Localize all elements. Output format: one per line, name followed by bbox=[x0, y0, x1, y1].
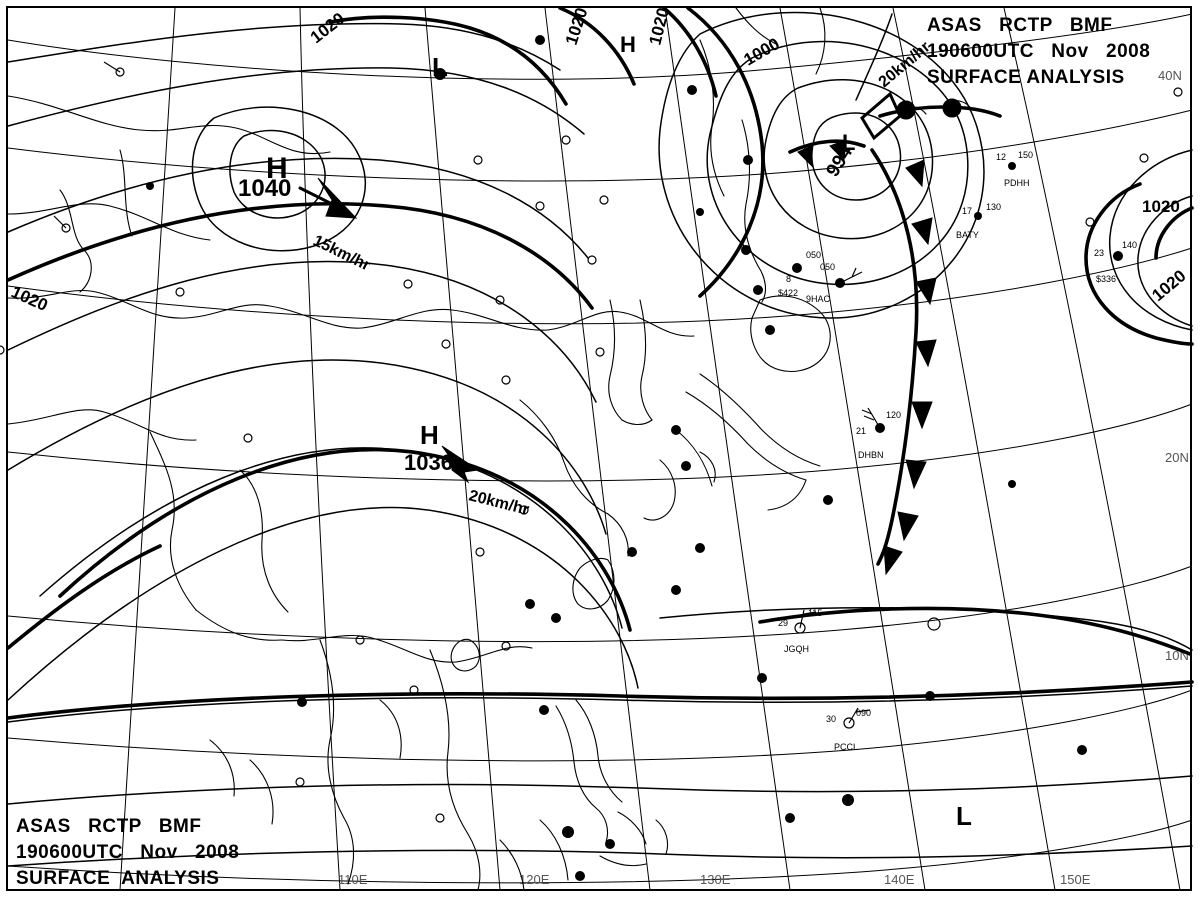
lon-tick-150e: 150E bbox=[1060, 872, 1091, 887]
svg-text:DHBN: DHBN bbox=[858, 450, 884, 460]
station-plot: 150 12 PDHH bbox=[996, 150, 1033, 188]
header-line-1: ASAS RCTP BMF bbox=[927, 15, 1113, 36]
chart-footer: ASAS RCTP BMF 190600UTC Nov 2008 SURFACE… bbox=[8, 810, 298, 892]
stationary-front bbox=[758, 606, 1192, 656]
footer-line-2: 190600UTC Nov 2008 bbox=[16, 842, 240, 863]
station-plot: 120 21 DHBN bbox=[856, 407, 901, 460]
high-center-top: H bbox=[620, 32, 636, 57]
station-plot: 090 30 PCCL bbox=[826, 707, 871, 752]
svg-text:$422: $422 bbox=[778, 288, 798, 298]
lon-tick-130e: 130E bbox=[700, 872, 731, 887]
svg-text:BATY: BATY bbox=[956, 230, 979, 240]
trough-line bbox=[855, 13, 893, 101]
station-plot: 130 17 BATY bbox=[956, 202, 1001, 240]
svg-text:L: L bbox=[842, 130, 855, 155]
svg-text:PDHH: PDHH bbox=[1004, 178, 1030, 188]
svg-text:1040: 1040 bbox=[238, 175, 291, 202]
svg-text:H: H bbox=[620, 32, 636, 57]
svg-text:H: H bbox=[420, 420, 439, 450]
svg-text:30: 30 bbox=[826, 714, 836, 724]
svg-text:H: H bbox=[266, 152, 288, 185]
svg-text:090: 090 bbox=[856, 708, 871, 718]
motion-arrow-994 bbox=[860, 91, 902, 141]
occluded-front bbox=[788, 139, 866, 168]
station-plot: 115 29 JGQH bbox=[778, 608, 822, 654]
lat-tick-40n: 40N bbox=[1158, 68, 1182, 83]
motion-arrow-1040 bbox=[298, 177, 358, 219]
svg-text:8: 8 bbox=[786, 274, 791, 284]
lon-tick-120e: 120E bbox=[519, 872, 550, 887]
svg-text:$336: $336 bbox=[1096, 274, 1116, 284]
isobar-label-1020-d: 1020 bbox=[1142, 197, 1180, 216]
svg-text:JGQH: JGQH bbox=[784, 644, 809, 654]
high-center-1036: H 1036 20km/hr bbox=[404, 420, 531, 519]
lat-tick-20n: 20N bbox=[1165, 450, 1189, 465]
cold-front bbox=[870, 148, 937, 576]
svg-text:9HAC: 9HAC bbox=[806, 294, 831, 304]
motion-arrow-1036 bbox=[441, 445, 480, 484]
station-plot-cluster bbox=[0, 35, 1183, 881]
svg-text:130: 130 bbox=[986, 202, 1001, 212]
station-plot: 140 23 $336 bbox=[1094, 240, 1137, 284]
warm-front bbox=[878, 98, 1002, 120]
svg-text:12: 12 bbox=[996, 152, 1006, 162]
lon-tick-140e: 140E bbox=[884, 872, 915, 887]
footer-line-3: SURFACE ANALYSIS bbox=[16, 868, 220, 889]
svg-text:29: 29 bbox=[778, 618, 788, 628]
svg-text:PCCL: PCCL bbox=[834, 742, 858, 752]
svg-text:115: 115 bbox=[808, 608, 822, 618]
svg-text:050: 050 bbox=[820, 262, 835, 272]
header-line-3: SURFACE ANALYSIS bbox=[927, 67, 1125, 88]
low-center-bottom: L bbox=[956, 801, 972, 831]
svg-text:23: 23 bbox=[1094, 248, 1104, 258]
footer-line-1: ASAS RCTP BMF bbox=[16, 816, 202, 837]
svg-text:050: 050 bbox=[806, 250, 821, 260]
map-frame bbox=[6, 6, 1192, 891]
header-line-2: 190600UTC Nov 2008 bbox=[927, 41, 1151, 62]
svg-text:150: 150 bbox=[1018, 150, 1033, 160]
svg-text:120: 120 bbox=[886, 410, 901, 420]
svg-text:21: 21 bbox=[856, 426, 866, 436]
svg-text:L: L bbox=[956, 801, 972, 831]
svg-text:1036: 1036 bbox=[404, 450, 453, 475]
station-plot: 050 9HAC bbox=[806, 262, 863, 304]
svg-text:17: 17 bbox=[962, 206, 972, 216]
chart-header: ASAS RCTP BMF 190600UTC Nov 2008 SURFACE… bbox=[921, 9, 1186, 91]
lon-tick-110e: 110E bbox=[338, 872, 368, 887]
svg-text:140: 140 bbox=[1122, 240, 1137, 250]
station-plot: 050 8 $422 bbox=[778, 250, 821, 298]
